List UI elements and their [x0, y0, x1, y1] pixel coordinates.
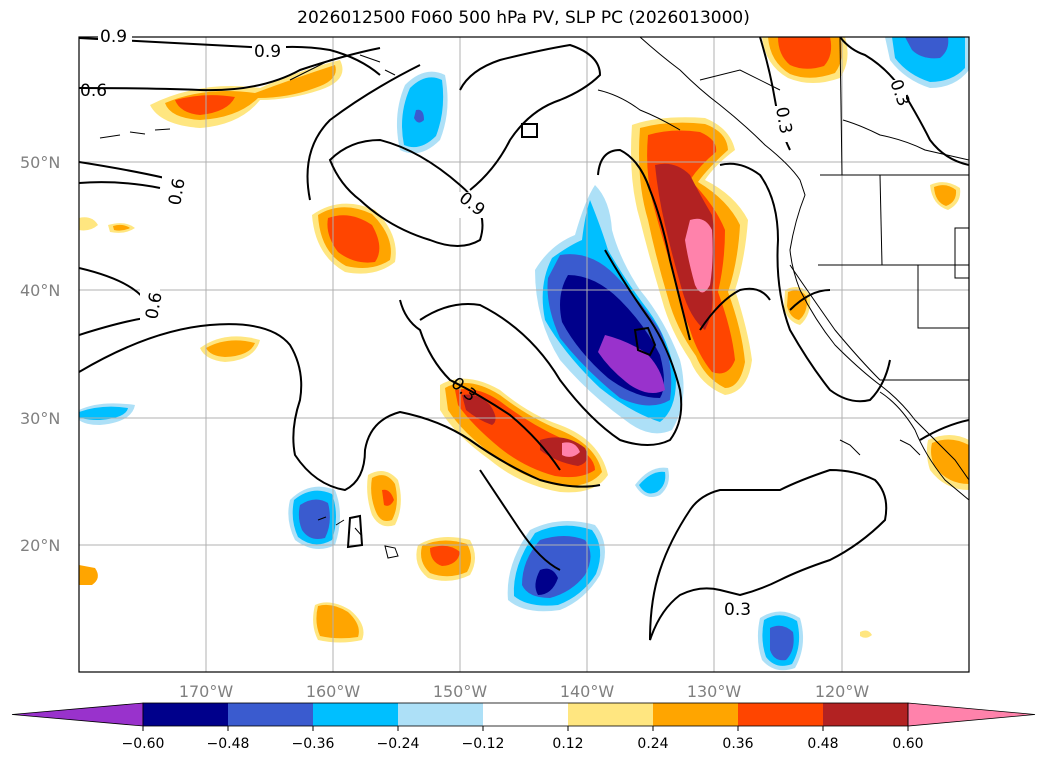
colorbar-tick-label: −0.60 [122, 736, 165, 752]
colorbar: −0.60 −0.48 −0.36 −0.24 −0.12 0.12 0.24 0.36 0.4… [11, 702, 1036, 752]
colorbar-tick-label: 0.12 [552, 736, 583, 752]
colorbar-tick-label: 0.60 [892, 736, 923, 752]
pv-shading [79, 37, 969, 671]
contour-label: 0.3 [724, 600, 751, 620]
colorbar-extend-high [907, 702, 1036, 727]
colorbar-swatch [228, 703, 313, 726]
lon-label: 160°W [306, 682, 361, 701]
colorbar-tick-label: −0.24 [377, 736, 420, 752]
lat-label: 30°N [20, 409, 60, 428]
colorbar-tick-label: 0.24 [637, 736, 668, 752]
colorbar-swatch [313, 703, 398, 726]
colorbar-swatch [738, 703, 823, 726]
lon-label: 140°W [560, 682, 615, 701]
colorbar-tick-label: −0.48 [207, 736, 250, 752]
lon-label: 170°W [179, 682, 234, 701]
colorbar-tick-label: −0.12 [462, 736, 505, 752]
contour-label: 0.9 [100, 27, 127, 47]
colorbar-swatch [568, 703, 653, 726]
contour-label: 0.6 [165, 177, 189, 207]
colorbar-swatch [823, 703, 908, 726]
lon-label: 130°W [687, 682, 742, 701]
lat-label: 50°N [20, 153, 60, 172]
colorbar-tick-label: −0.36 [292, 736, 335, 752]
colorbar-tick-label: 0.36 [722, 736, 753, 752]
lat-label: 20°N [20, 536, 60, 555]
map-frame [78, 36, 970, 673]
contour-label: 0.6 [80, 81, 107, 101]
colorbar-swatch [483, 703, 568, 726]
lat-label: 40°N [20, 281, 60, 300]
lon-label: 120°W [815, 682, 870, 701]
colorbar-extend-low [11, 702, 144, 727]
lon-label: 150°W [433, 682, 488, 701]
lat-labels: 50°N 40°N 30°N 20°N [20, 153, 60, 555]
colorbar-swatch [143, 703, 228, 726]
colorbar-swatch [653, 703, 738, 726]
colorbar-swatch [398, 703, 483, 726]
colorbar-tick-label: 0.48 [807, 736, 838, 752]
map-title: 2026012500 F060 500 hPa PV, SLP PC (2026… [297, 8, 750, 28]
contour-label: 0.9 [254, 42, 281, 62]
coastlines [99, 37, 969, 559]
colorbar-outline [142, 702, 909, 727]
contour-label: 0.6 [142, 291, 166, 321]
lon-labels: 170°W 160°W 150°W 140°W 130°W 120°W [179, 682, 870, 701]
contour-label: 0.3 [771, 105, 795, 135]
